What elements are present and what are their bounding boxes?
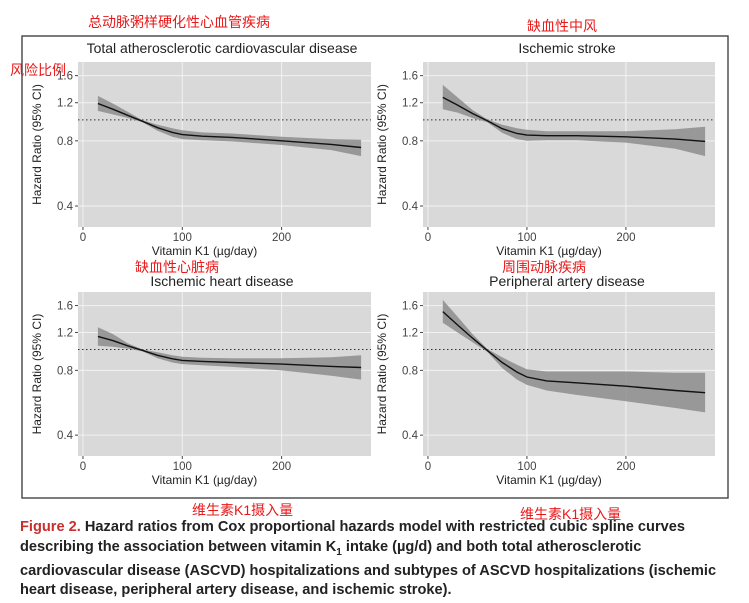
y-tick-label: 0.8 [402,365,418,377]
hazard-ratio-line [442,96,706,143]
y-axis-annotation: 风险比例 [10,62,66,78]
panel-title: Peripheral artery disease [489,273,645,289]
y-tick-label: 0.4 [57,201,74,213]
x-tick-label: 200 [616,461,635,473]
x-tick-label: 100 [173,461,192,473]
x-axis-annotation-right: 维生素K1摄入量 [520,506,621,522]
confidence-band [97,95,362,157]
y-tick-label: 0.8 [57,365,73,377]
x-axis-label: Vitamin K1 (µg/day) [496,473,601,487]
chart-panel-2: 0 100 200 0.4 0.8 1.2 1.6 Vitamin K1 (µg/day) Ha… [375,18,715,258]
panel-annotation: 总动脉粥样硬化性心血管疾病 [88,14,270,30]
caption-text-2: intake (µg/d) and both total atheroscler… [20,538,717,599]
y-tick-label: 1.2 [402,327,418,339]
panel-title: Ischemic stroke [518,40,615,56]
confidence-band [442,299,706,413]
y-tick-label: 0.4 [402,430,419,442]
y-axis-label: Hazard Ratio (95% CI) [30,84,44,205]
y-tick-label: 0.4 [402,201,419,213]
y-tick-label: 1.6 [57,301,73,313]
x-axis-label: Vitamin K1 (µg/day) [152,244,257,258]
y-axis-label: Hazard Ratio (95% CI) [375,314,389,435]
x-tick-label: 200 [272,461,291,473]
x-tick-label: 200 [616,232,635,244]
y-tick-label: 1.2 [402,98,418,110]
chart-panel-4: 0 100 200 0.4 0.8 1.2 1.6 Vitamin K1 (µg/day) Ha… [375,259,715,487]
x-axis-label: Vitamin K1 (µg/day) [496,244,601,258]
panel-annotation: 缺血性心脏病 [135,259,219,275]
confidence-band [97,327,362,380]
panel-title: Ischemic heart disease [150,273,293,289]
x-axis-annotation-left: 维生素K1摄入量 [192,502,293,518]
y-tick-label: 1.6 [402,301,418,313]
y-tick-label: 1.2 [57,327,73,339]
x-tick-label: 0 [425,461,431,473]
hazard-ratio-line [442,311,706,394]
chart-panels: 0 100 200 0.4 0.8 1.2 1.6 Vitamin K1 (µg/day) Ha… [30,14,715,487]
y-tick-label: 0.8 [402,136,418,148]
y-tick-label: 1.6 [57,71,73,83]
hazard-ratio-line [97,335,362,369]
y-axis-label: Hazard Ratio (95% CI) [30,314,44,435]
x-tick-label: 0 [80,232,86,244]
x-tick-label: 100 [517,461,536,473]
x-tick-label: 200 [272,232,291,244]
chart-panel-3: 0 100 200 0.4 0.8 1.2 1.6 Vitamin K1 (µg/day) Ha… [30,259,371,487]
y-tick-label: 0.8 [57,136,73,148]
chart-panel-1: 0 100 200 0.4 0.8 1.2 1.6 Vitamin K1 (µg/day) Ha… [30,14,371,258]
hazard-ratio-line [97,102,362,149]
figure-caption: Figure 2. Hazard ratios from Cox proport… [20,518,732,601]
x-tick-label: 0 [80,461,86,473]
y-tick-label: 0.4 [57,430,74,442]
x-tick-label: 100 [173,232,192,244]
y-axis-label: Hazard Ratio (95% CI) [375,84,389,205]
chinese-annotations: 风险比例 维生素K1摄入量 维生素K1摄入量 [10,62,621,522]
x-axis-label: Vitamin K1 (µg/day) [152,473,257,487]
y-tick-label: 1.2 [57,98,73,110]
x-tick-label: 100 [517,232,536,244]
confidence-band [442,84,706,157]
panel-annotation: 周围动脉疾病 [502,259,586,275]
caption-subscript: 1 [336,546,342,558]
x-tick-label: 0 [425,232,431,244]
panel-title: Total atherosclerotic cardiovascular dis… [87,40,358,56]
caption-label: Figure 2. [20,519,81,535]
y-tick-label: 1.6 [402,71,418,83]
panel-annotation: 缺血性中风 [527,18,597,34]
caption-text-1: Hazard ratios from Cox proportional haza… [20,519,685,555]
